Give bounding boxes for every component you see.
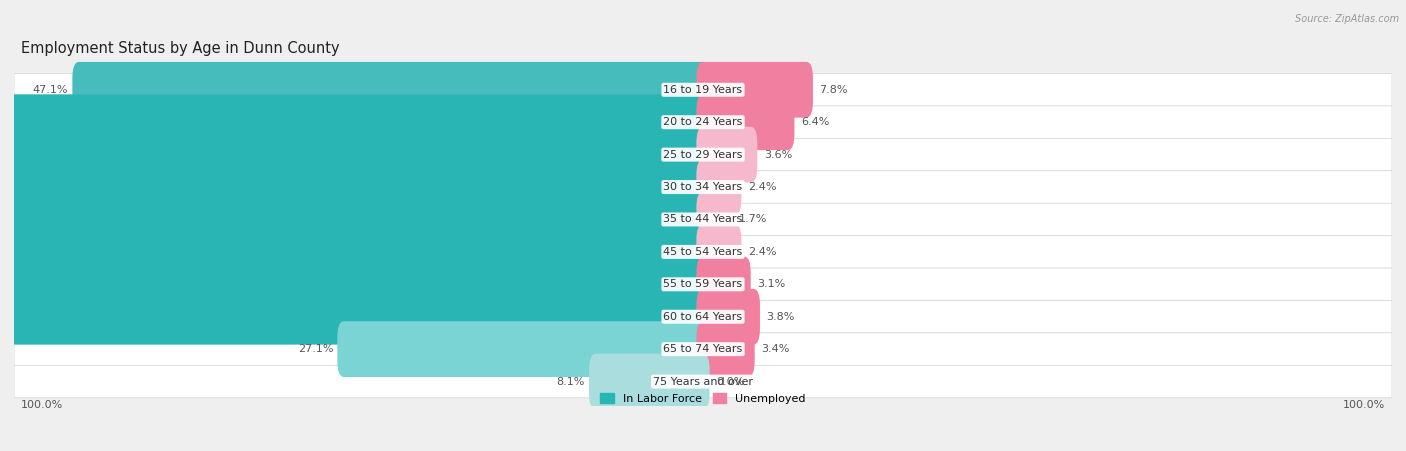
FancyBboxPatch shape <box>14 203 1392 236</box>
Text: 20 to 24 Years: 20 to 24 Years <box>664 117 742 127</box>
Text: 2.4%: 2.4% <box>748 247 776 257</box>
FancyBboxPatch shape <box>696 321 755 377</box>
FancyBboxPatch shape <box>14 300 1392 333</box>
Text: 27.1%: 27.1% <box>298 344 333 354</box>
FancyBboxPatch shape <box>14 268 1392 300</box>
FancyBboxPatch shape <box>696 159 741 215</box>
FancyBboxPatch shape <box>696 257 751 312</box>
Text: 30 to 34 Years: 30 to 34 Years <box>664 182 742 192</box>
FancyBboxPatch shape <box>696 127 758 183</box>
FancyBboxPatch shape <box>696 94 794 150</box>
Text: Employment Status by Age in Dunn County: Employment Status by Age in Dunn County <box>21 41 339 56</box>
Text: 65 to 74 Years: 65 to 74 Years <box>664 344 742 354</box>
FancyBboxPatch shape <box>14 236 1392 268</box>
FancyBboxPatch shape <box>696 224 741 280</box>
FancyBboxPatch shape <box>0 159 710 215</box>
Text: 1.7%: 1.7% <box>738 215 768 225</box>
FancyBboxPatch shape <box>0 257 710 312</box>
Text: 100.0%: 100.0% <box>1343 400 1385 410</box>
Text: 75 Years and over: 75 Years and over <box>652 377 754 387</box>
Text: 3.1%: 3.1% <box>758 279 786 290</box>
FancyBboxPatch shape <box>696 192 733 247</box>
Text: 60 to 64 Years: 60 to 64 Years <box>664 312 742 322</box>
Text: 47.1%: 47.1% <box>32 85 69 95</box>
Text: 0.0%: 0.0% <box>716 377 745 387</box>
FancyBboxPatch shape <box>14 106 1392 138</box>
Text: 3.6%: 3.6% <box>763 150 792 160</box>
FancyBboxPatch shape <box>14 365 1392 398</box>
Text: Source: ZipAtlas.com: Source: ZipAtlas.com <box>1295 14 1399 23</box>
Text: 2.4%: 2.4% <box>748 182 776 192</box>
Text: 8.1%: 8.1% <box>557 377 585 387</box>
Text: 55 to 59 Years: 55 to 59 Years <box>664 279 742 290</box>
FancyBboxPatch shape <box>696 62 813 118</box>
Text: 100.0%: 100.0% <box>21 400 63 410</box>
FancyBboxPatch shape <box>0 94 710 150</box>
FancyBboxPatch shape <box>696 289 761 345</box>
Text: 3.8%: 3.8% <box>766 312 794 322</box>
FancyBboxPatch shape <box>72 62 710 118</box>
FancyBboxPatch shape <box>0 127 710 183</box>
FancyBboxPatch shape <box>14 333 1392 365</box>
Text: 16 to 19 Years: 16 to 19 Years <box>664 85 742 95</box>
FancyBboxPatch shape <box>0 224 710 280</box>
FancyBboxPatch shape <box>14 138 1392 171</box>
FancyBboxPatch shape <box>0 289 710 345</box>
Text: 3.4%: 3.4% <box>761 344 790 354</box>
FancyBboxPatch shape <box>14 171 1392 203</box>
Text: 45 to 54 Years: 45 to 54 Years <box>664 247 742 257</box>
Text: 25 to 29 Years: 25 to 29 Years <box>664 150 742 160</box>
Legend: In Labor Force, Unemployed: In Labor Force, Unemployed <box>600 393 806 404</box>
Text: 35 to 44 Years: 35 to 44 Years <box>664 215 742 225</box>
FancyBboxPatch shape <box>14 74 1392 106</box>
FancyBboxPatch shape <box>589 354 710 410</box>
FancyBboxPatch shape <box>337 321 710 377</box>
Text: 6.4%: 6.4% <box>801 117 830 127</box>
Text: 7.8%: 7.8% <box>820 85 848 95</box>
FancyBboxPatch shape <box>0 192 710 247</box>
